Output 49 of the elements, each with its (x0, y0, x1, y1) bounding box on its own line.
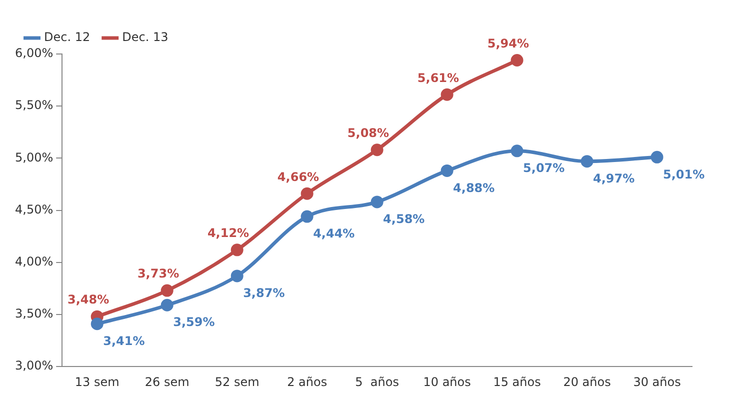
point (650, 150, 664, 164)
y-tick-label: 5,00% (14, 150, 54, 164)
x-tick-label: 15 años (493, 374, 541, 389)
y-tick-label: 5,50% (14, 98, 54, 112)
y-tick-label: 3,00% (14, 358, 54, 373)
point (160, 284, 174, 297)
data-label: 5,94% (487, 36, 530, 50)
x-tick-label: 2 años (287, 374, 328, 389)
point (160, 298, 174, 312)
point (510, 54, 524, 66)
point (300, 187, 314, 200)
data-label: 5,61% (417, 70, 460, 85)
point (370, 196, 384, 208)
point (440, 88, 454, 101)
x-tick-label: 30 años (633, 374, 681, 389)
data-label: 5,01% (663, 167, 705, 182)
point (580, 155, 594, 168)
data-label: 4,88% (453, 180, 495, 195)
data-label: 5,08% (347, 126, 390, 140)
data-label: 3,48% (67, 292, 110, 307)
data-label: 4,12% (207, 226, 250, 240)
data-label: 3,41% (103, 334, 145, 348)
y-tick-label: 6,00% (14, 46, 54, 60)
point (230, 244, 244, 256)
data-label: 3,73% (137, 266, 180, 281)
x-tick-label: 5 años (355, 374, 399, 389)
data-label: 4,44% (313, 226, 355, 241)
data-label: 5,07% (523, 161, 565, 176)
data-label: 4,58% (383, 212, 425, 226)
point (370, 144, 384, 156)
x-tick-label: 10 años (423, 374, 471, 389)
data-label: 3,59% (173, 315, 215, 330)
x-tick-label: 26 sem (144, 374, 190, 389)
y-tick-label: 4,00% (14, 254, 54, 269)
data-label: 4,97% (593, 171, 635, 186)
data-label: 3,87% (243, 286, 285, 300)
legend-label: Dec. 12 (44, 30, 90, 44)
x-tick-label: 20 años (563, 374, 611, 389)
y-tick-label: 3,50% (14, 306, 54, 321)
point (230, 270, 244, 282)
point (300, 210, 314, 223)
x-tick-label: 52 sem (214, 374, 260, 389)
x-tick-label: 13 sem (74, 374, 120, 389)
y-tick-label: 4,50% (14, 202, 54, 216)
data-label: 4,66% (277, 170, 320, 184)
point (510, 144, 524, 158)
point (90, 318, 104, 330)
legend-label: Dec. 13 (122, 30, 168, 44)
point (440, 164, 454, 177)
